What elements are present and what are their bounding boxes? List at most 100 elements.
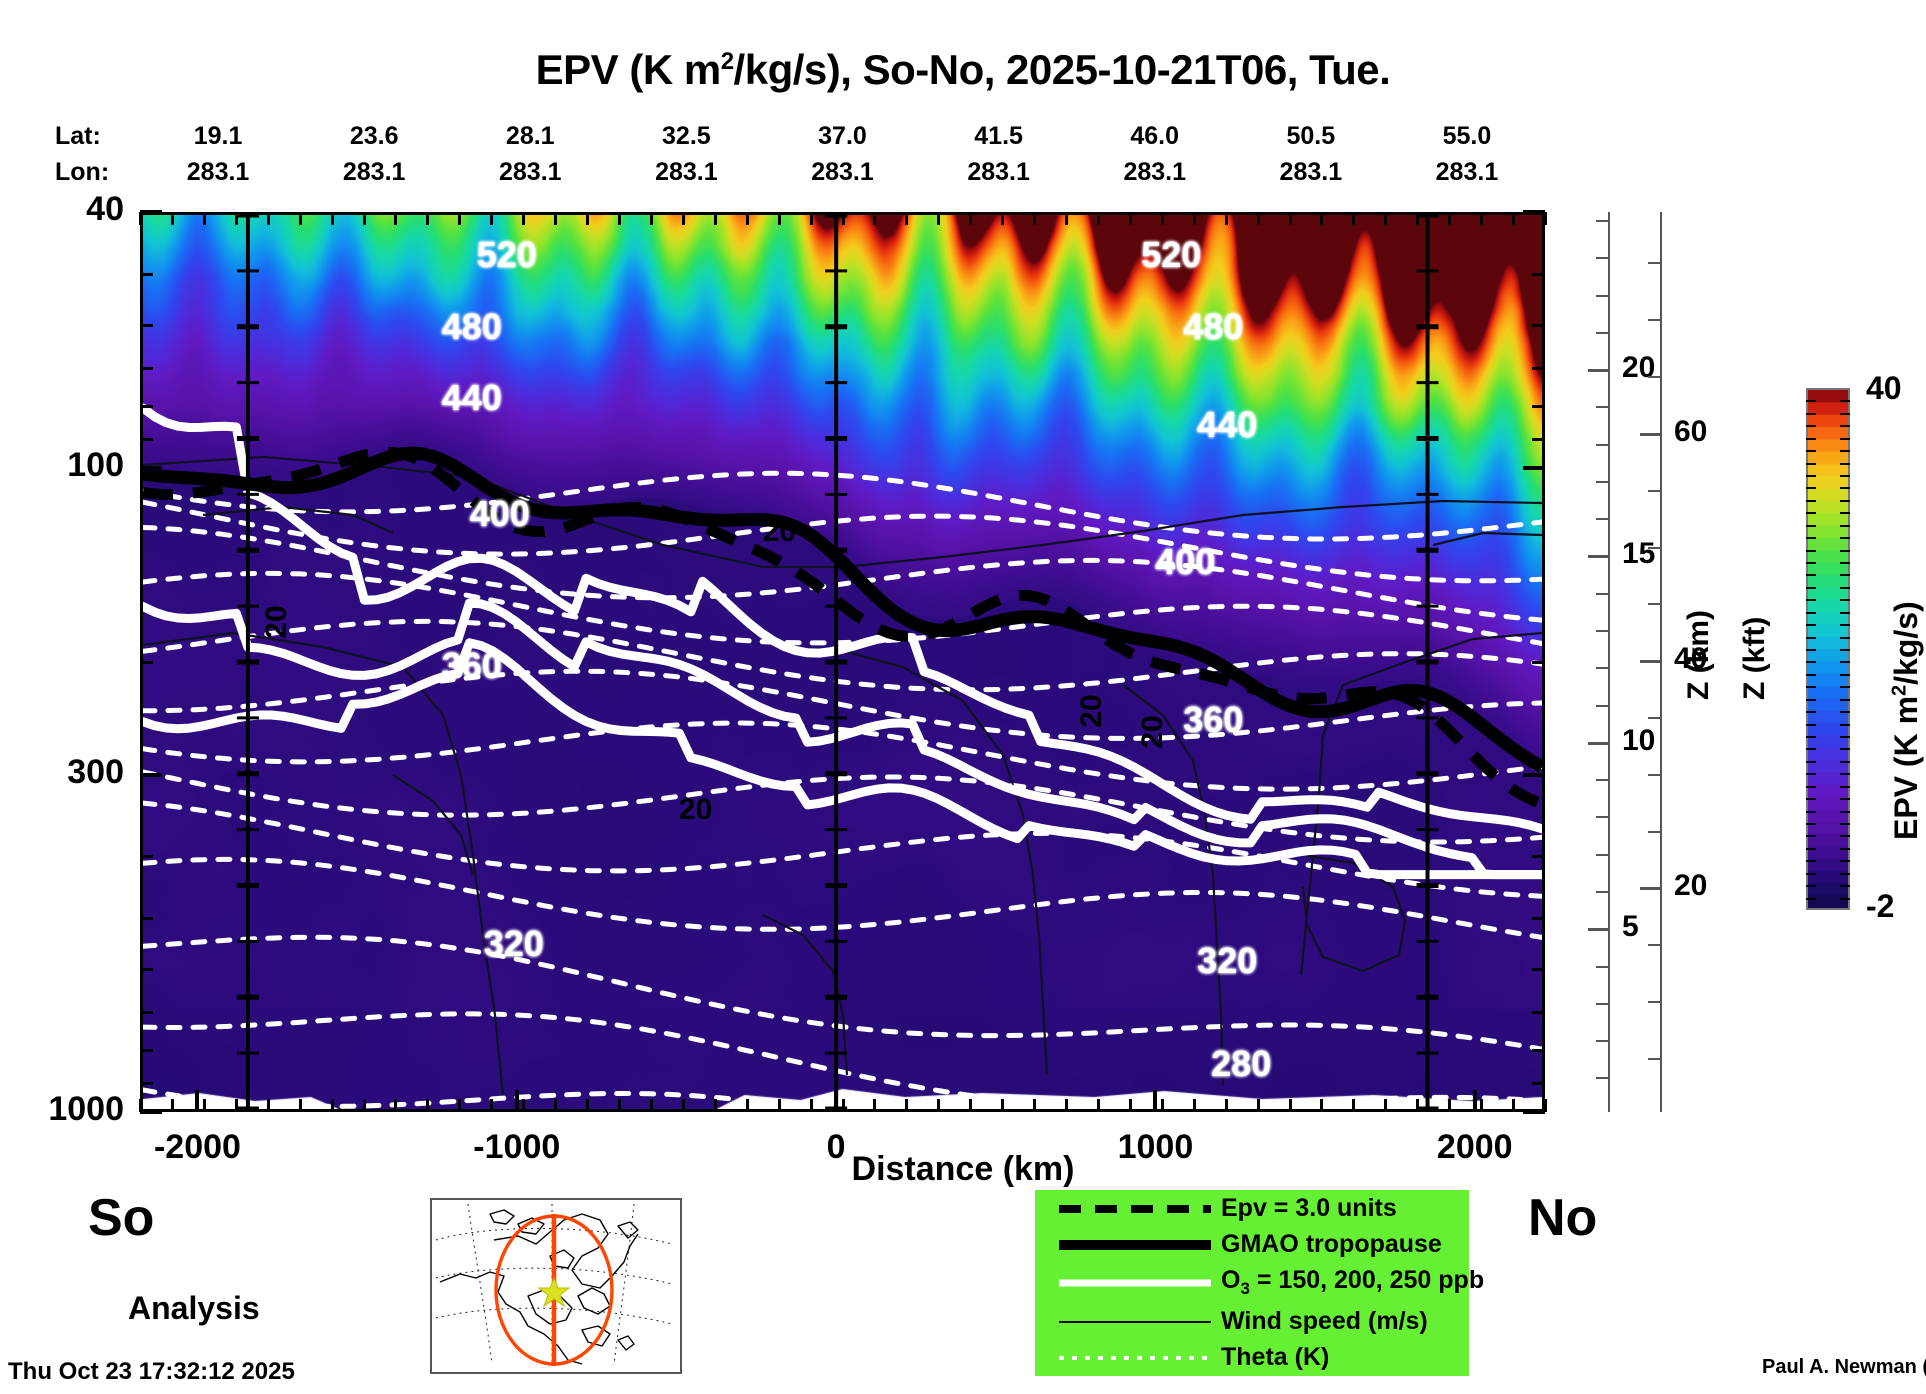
z-kft-axis-title: Z (kft) — [1738, 616, 1771, 700]
lon-value-0: 283.1 — [186, 158, 250, 186]
x-tick-minor — [298, 1099, 302, 1112]
colorbar-tick — [1840, 872, 1850, 875]
y-tick-major-300 — [140, 773, 162, 778]
y-tick-minor-80 — [140, 404, 153, 408]
colorbar-tick — [1806, 760, 1816, 763]
z-km-tick — [1596, 294, 1608, 297]
wind-contour-7 — [762, 914, 849, 1076]
x-tick-top — [522, 212, 526, 225]
y-tick-minor-600 — [140, 968, 153, 972]
wind-label-4: 20 — [1136, 715, 1170, 749]
colorbar-tick — [1840, 661, 1850, 664]
wind-contour-9 — [202, 505, 394, 535]
y-tick-minor-200 — [140, 661, 153, 664]
legend-row-tropopause: GMAO tropopause — [1035, 1226, 1484, 1262]
x-axis-title: Distance (km) — [851, 1150, 1075, 1188]
inset-locator-map[interactable] — [430, 1198, 682, 1374]
colorbar-tick — [1840, 499, 1850, 502]
z-km-tick — [1596, 667, 1608, 670]
author-credit: Paul A. Newman (NASA — [1762, 1356, 1926, 1378]
z-kft-tick — [1648, 546, 1660, 549]
x-tick-minor — [1384, 1099, 1388, 1112]
x-tick-minor — [1480, 1099, 1484, 1112]
o3-contour-2 — [143, 638, 1542, 880]
y-tick-right — [1532, 367, 1545, 371]
x-tick-top — [1352, 212, 1356, 225]
colorbar-tick — [1840, 425, 1850, 428]
x-tick-label-1000: 1000 — [1117, 1128, 1194, 1166]
legend-label-wind: Wind speed (m/s) — [1221, 1307, 1428, 1336]
x-tick-minor — [522, 1099, 526, 1112]
colorbar-tick — [1806, 810, 1816, 813]
theta-label-right-480: 480 — [1183, 305, 1244, 347]
colorbar-tick — [1806, 549, 1816, 552]
epv-cross-section-plot[interactable]: 520 480 440 400 360 320 520 480 440 400 360 320 280 2… — [140, 212, 1545, 1112]
z-km-tick — [1596, 1002, 1608, 1005]
colorbar-tick — [1840, 773, 1850, 776]
x-tick-label--1000: -1000 — [473, 1128, 561, 1166]
x-tick-minor — [1160, 1099, 1164, 1112]
z-kft-label-60: 60 — [1674, 414, 1708, 448]
legend-key-dashed-black — [1035, 1190, 1215, 1226]
x-tick-major-0 — [834, 1090, 839, 1112]
x-tick-minor — [1224, 1099, 1228, 1112]
legend-row-ozone: O3 = 150, 200, 250 ppb — [1035, 1262, 1484, 1303]
z-km-tick — [1596, 518, 1608, 521]
x-tick-minor — [969, 1099, 973, 1112]
z-km-tick — [1596, 853, 1608, 856]
y-tick-minor-400 — [140, 854, 153, 858]
colorbar-tick — [1806, 599, 1816, 602]
colorbar-tick — [1806, 785, 1816, 788]
colorbar-tick — [1806, 773, 1816, 776]
lon-value-5: 283.1 — [967, 158, 1030, 186]
colorbar-tick — [1806, 673, 1816, 676]
colorbar-tick — [1806, 450, 1816, 453]
colorbar-tick — [1840, 574, 1850, 577]
title-prefix: EPV (K m — [535, 46, 722, 93]
x-tick-top — [202, 212, 206, 225]
x-tick-minor — [905, 1099, 909, 1112]
x-tick-top — [937, 212, 941, 225]
theta-label-left-360: 360 — [441, 645, 502, 687]
x-tick-top — [841, 212, 845, 225]
colorbar-tick — [1840, 636, 1850, 639]
x-tick-top — [362, 212, 366, 225]
colorbar-tick — [1806, 475, 1816, 477]
x-tick-top — [1256, 212, 1260, 225]
colorbar-tick — [1806, 400, 1816, 403]
x-tick-label--2000: -2000 — [153, 1128, 241, 1166]
colorbar-tick — [1840, 885, 1850, 888]
title-superscript: 2 — [720, 48, 734, 75]
z-km-tick — [1596, 1040, 1608, 1043]
lat-row-label: Lat: — [55, 122, 101, 150]
colorbar-tick — [1806, 885, 1816, 888]
colorbar-tick — [1806, 723, 1816, 726]
colorbar-tick — [1840, 711, 1850, 714]
z-kft-axis-line — [1660, 212, 1662, 1112]
x-tick-top — [1224, 212, 1228, 225]
z-km-tick — [1596, 443, 1608, 446]
theta-contour-300 — [143, 1087, 819, 1109]
theta-label-left-440: 440 — [441, 377, 502, 419]
x-tick-top — [554, 212, 558, 225]
x-tick-top — [458, 212, 462, 225]
x-tick-top — [1416, 212, 1420, 225]
x-tick-top — [649, 212, 653, 225]
z-km-tick — [1588, 741, 1608, 745]
legend-label-theta: Theta (K) — [1221, 1343, 1330, 1372]
x-tick-top — [394, 212, 398, 225]
colorbar-tick — [1840, 537, 1850, 540]
colorbar-tick — [1840, 524, 1850, 527]
y-tick-minor-60 — [140, 324, 153, 328]
wind-contour-3 — [842, 649, 1049, 1076]
y-tick-right — [1532, 1081, 1545, 1085]
colorbar-tick — [1840, 412, 1850, 415]
wind-label-2: 20 — [762, 515, 797, 549]
lon-value-2: 283.1 — [498, 158, 562, 186]
x-tick-top — [1512, 212, 1516, 225]
x-tick-minor — [809, 1099, 813, 1112]
theta-contour-420 — [143, 720, 1542, 792]
z-km-tick — [1596, 779, 1608, 782]
colorbar-tick — [1806, 611, 1816, 614]
y-tick-right — [1532, 917, 1545, 921]
